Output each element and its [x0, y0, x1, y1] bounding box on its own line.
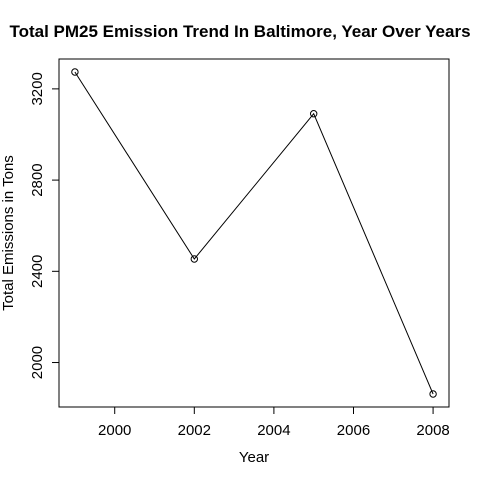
x-tick-label: 2002 [178, 422, 211, 439]
data-point [190, 255, 199, 263]
y-axis: 2000 2400 2800 3200 [29, 72, 60, 379]
x-axis: 2000 2002 2004 2006 2008 [98, 406, 450, 439]
y-tick-label: 2800 [29, 163, 46, 196]
x-tick-label: 2006 [337, 422, 370, 439]
data-point [71, 68, 79, 76]
series-layer [71, 68, 437, 398]
plot-frame [58, 58, 450, 408]
y-axis-title: Total Emissions in Tons [0, 155, 17, 311]
x-tick-label: 2000 [98, 422, 131, 439]
chart-title: Total PM25 Emission Trend In Baltimore, … [9, 22, 470, 41]
x-axis-title: Year [239, 449, 269, 466]
y-tick-label: 2400 [29, 255, 46, 288]
series-line [74, 71, 434, 395]
y-tick-label: 3200 [29, 72, 46, 105]
y-tick-label: 2000 [29, 346, 46, 379]
data-point [309, 110, 318, 118]
data-point [429, 390, 437, 398]
x-tick-label: 2004 [257, 422, 290, 439]
x-tick-label: 2008 [416, 422, 449, 439]
